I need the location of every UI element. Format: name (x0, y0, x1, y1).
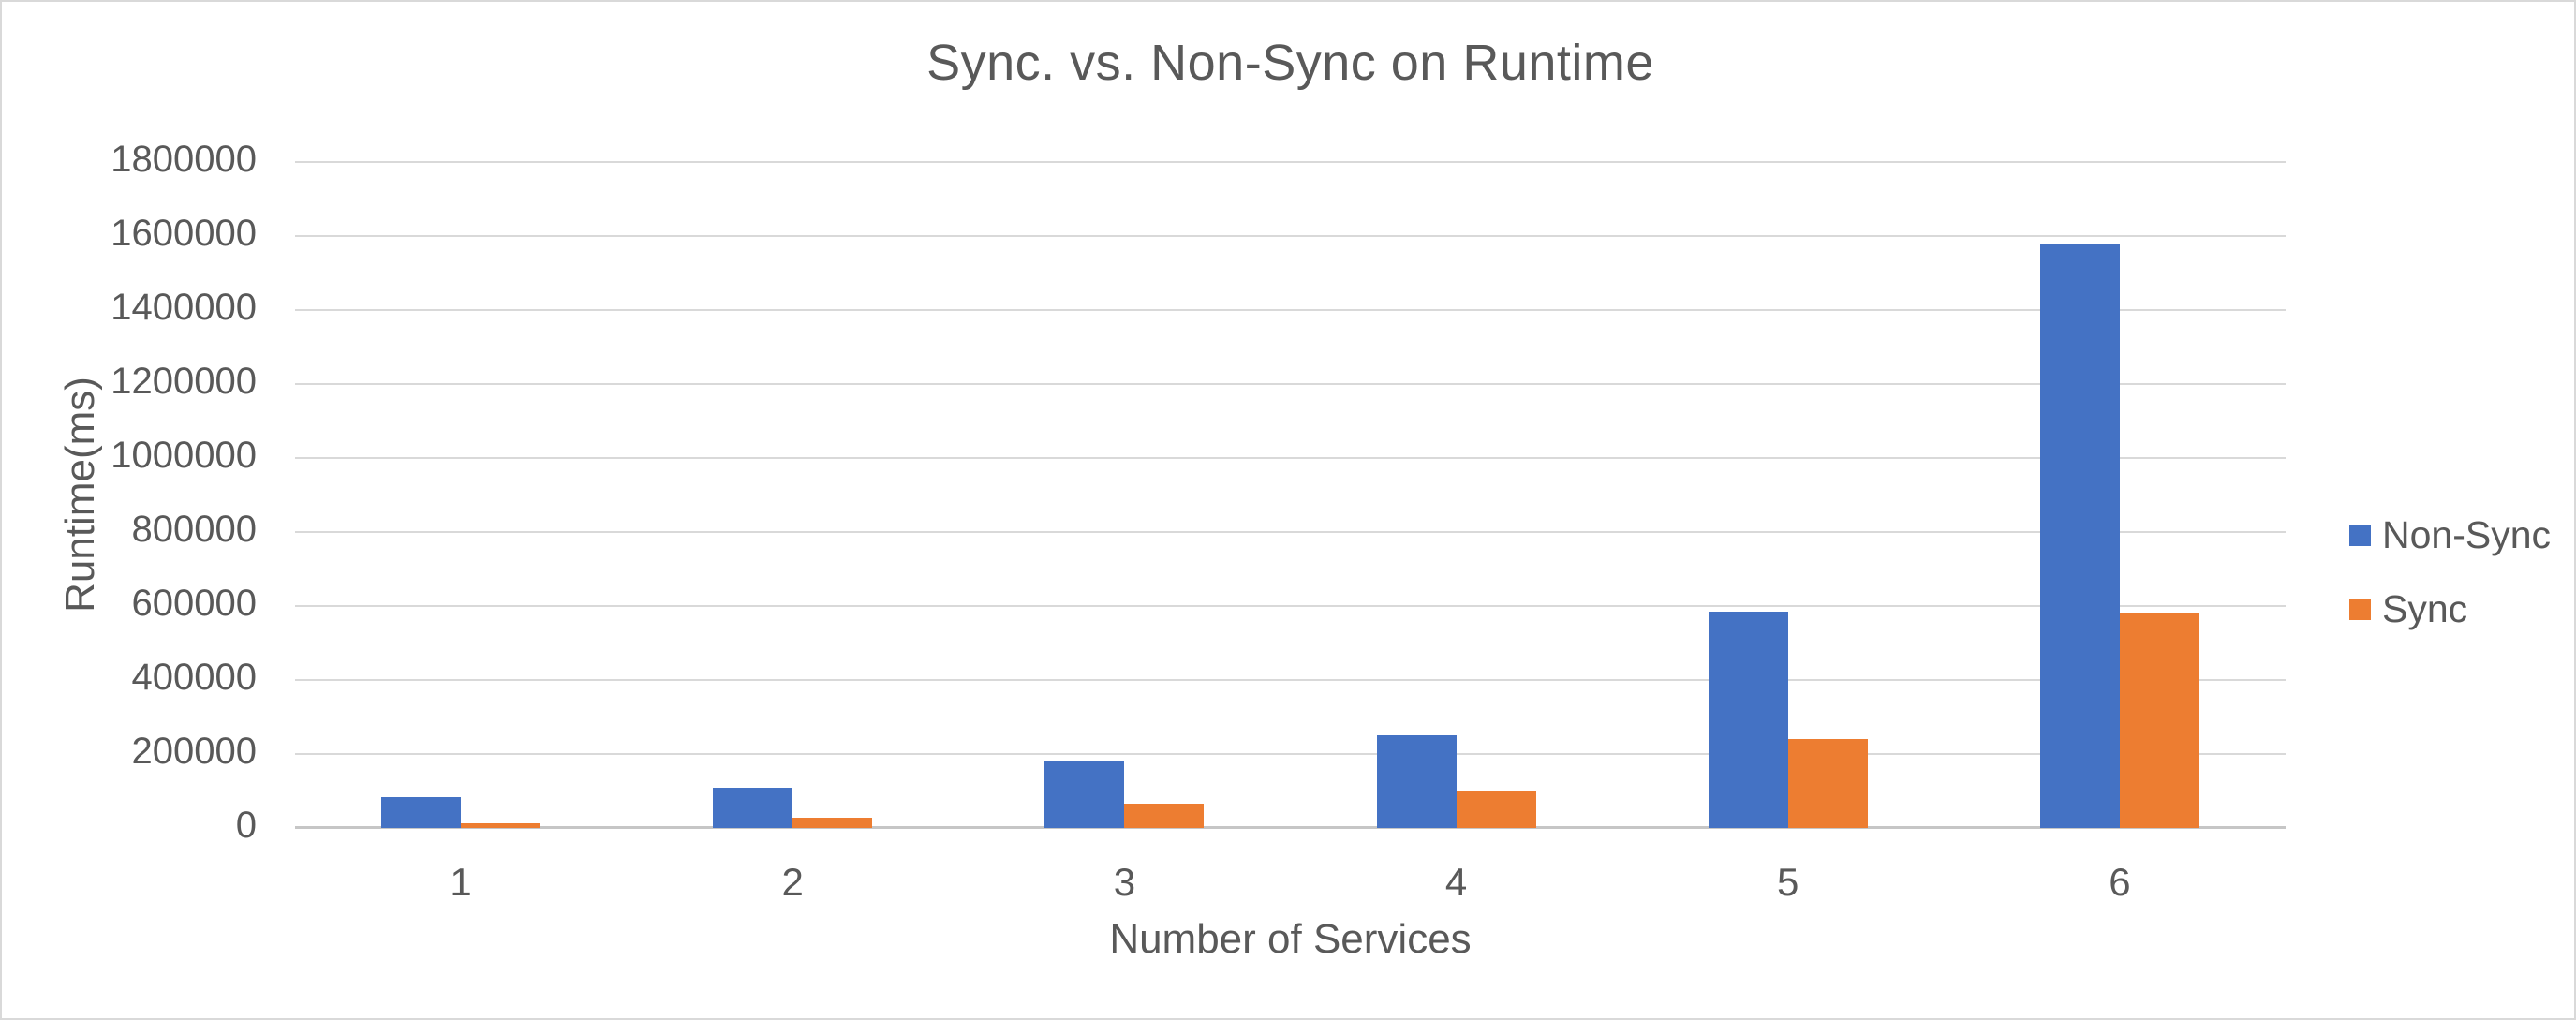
legend-item-sync: Sync (2349, 587, 2551, 631)
gridline (295, 309, 2286, 311)
y-tick-label: 0 (235, 805, 257, 846)
gridline (295, 605, 2286, 607)
y-tick-label: 800000 (131, 509, 257, 550)
legend-marker-sync (2349, 599, 2371, 620)
gridline (295, 457, 2286, 459)
bar-non-sync-cat1 (381, 796, 462, 828)
y-tick-label: 200000 (131, 731, 257, 772)
x-tick-label: 4 (1444, 860, 1468, 904)
y-axis-title: Runtime(ms) (57, 377, 103, 613)
x-tick-label: 2 (781, 860, 804, 904)
y-tick-label: 1200000 (111, 361, 257, 402)
y-tick-label: 1800000 (111, 139, 257, 180)
gridline (295, 383, 2286, 385)
x-axis-line (295, 826, 2286, 829)
bar-sync-cat5 (1787, 739, 1868, 828)
gridline (295, 531, 2286, 533)
bar-sync-cat2 (792, 818, 873, 828)
bar-sync-cat4 (1456, 791, 1536, 828)
y-tick-label: 1400000 (111, 287, 257, 328)
bar-non-sync-cat3 (1044, 761, 1125, 828)
gridline (295, 161, 2286, 163)
bar-non-sync-cat6 (2039, 243, 2120, 828)
y-tick-label: 1600000 (111, 213, 257, 254)
gridline (295, 235, 2286, 237)
bar-sync-cat6 (2119, 613, 2199, 828)
x-tick-label: 3 (1113, 860, 1136, 904)
x-axis-title: Number of Services (1109, 916, 1472, 962)
bar-sync-cat1 (461, 823, 541, 828)
gridline (295, 679, 2286, 681)
chart-title: Sync. vs. Non-Sync on Runtime (926, 35, 1654, 91)
bar-non-sync-cat2 (713, 787, 793, 828)
legend-item-non-sync: Non-Sync (2349, 513, 2551, 557)
bar-non-sync-cat5 (1708, 611, 1788, 828)
gridline (295, 753, 2286, 755)
legend-marker-non-sync (2349, 525, 2371, 546)
y-tick-label: 1000000 (111, 435, 257, 476)
y-tick-label: 600000 (131, 583, 257, 624)
legend-label-sync: Sync (2382, 587, 2468, 630)
x-tick-label: 1 (450, 860, 472, 904)
x-tick-label: 6 (2109, 860, 2131, 904)
bar-non-sync-cat4 (1376, 735, 1457, 828)
bar-sync-cat3 (1124, 804, 1205, 828)
legend: Non-Sync Sync (2349, 513, 2551, 631)
legend-label-non-sync: Non-Sync (2382, 513, 2552, 556)
y-tick-label: 400000 (131, 657, 257, 698)
x-tick-label: 5 (1777, 860, 1799, 904)
plot-area (295, 161, 2286, 829)
